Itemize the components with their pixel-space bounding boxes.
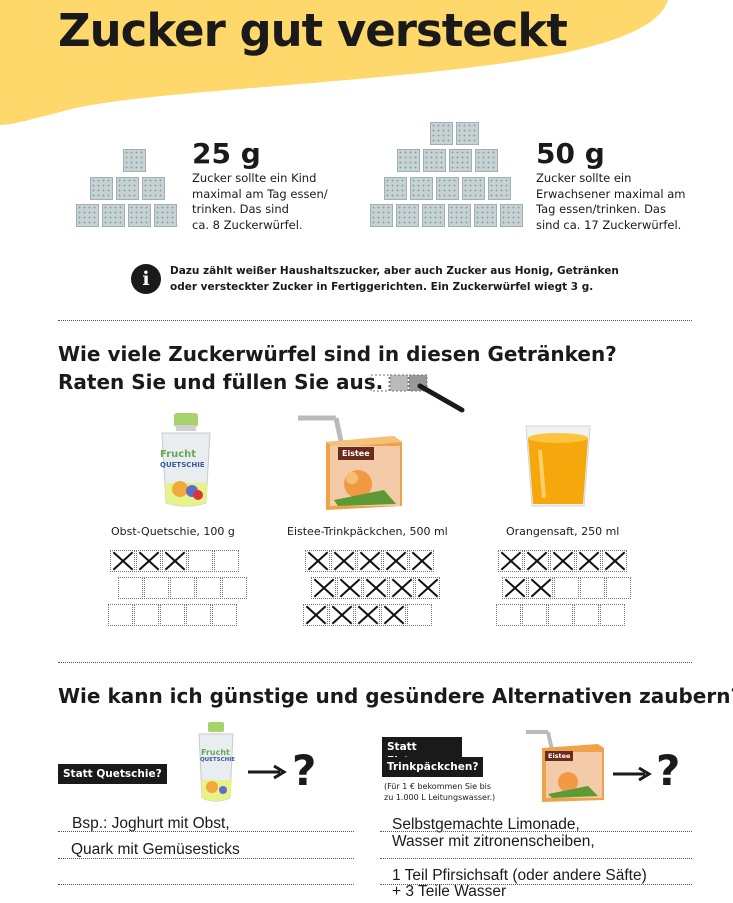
sugar-cube-box-crossed[interactable] bbox=[329, 604, 354, 626]
product-caption-pouch: Obst-Quetschie, 100 g bbox=[111, 525, 235, 538]
sugar-cube-box-crossed[interactable] bbox=[357, 550, 382, 572]
sugar-cube-box-crossed[interactable] bbox=[389, 577, 414, 599]
answer-right-line1[interactable]: Selbstgemachte Limonade, bbox=[392, 816, 580, 833]
small-pouch-sublabel: QUETSCHIE bbox=[200, 757, 236, 763]
answer-line bbox=[58, 858, 354, 859]
sugar-cube-box-crossed[interactable] bbox=[602, 550, 627, 572]
arrow-right-icon bbox=[248, 764, 287, 780]
product-caption-juice: Orangensaft, 250 ml bbox=[506, 525, 620, 538]
sugar-cube-box-crossed[interactable] bbox=[305, 550, 330, 572]
sugar-cube-box[interactable] bbox=[212, 604, 237, 626]
tag-trinkpaeckchen: Trinkpäckchen? bbox=[382, 757, 484, 777]
answer-left-line2[interactable]: Quark mit Gemüsesticks bbox=[71, 841, 240, 858]
sugar-cube-box[interactable] bbox=[580, 577, 605, 599]
arrow-right-icon bbox=[613, 766, 652, 782]
question-mark-right: ? bbox=[656, 746, 681, 795]
sugar-cube-box-crossed[interactable] bbox=[415, 577, 440, 599]
sugar-cube-box[interactable] bbox=[606, 577, 631, 599]
sugar-cube-box-crossed[interactable] bbox=[355, 604, 380, 626]
answer-line bbox=[58, 884, 354, 885]
sugar-cube-box-crossed[interactable] bbox=[303, 604, 328, 626]
sugar-cube-box[interactable] bbox=[196, 577, 221, 599]
sugar-cube-box[interactable] bbox=[144, 577, 169, 599]
adult-sugar-amount: 50 g bbox=[536, 137, 605, 170]
sugar-cube-box[interactable] bbox=[600, 604, 625, 626]
fruit-pouch-image bbox=[161, 413, 211, 507]
question-mark-left: ? bbox=[292, 746, 317, 795]
example-boxes-pencil-icon bbox=[370, 374, 465, 413]
sugar-cube-box[interactable] bbox=[108, 604, 133, 626]
answer-right-line4[interactable]: + 3 Teile Wasser bbox=[392, 883, 507, 900]
sugar-cube-box-crossed[interactable] bbox=[136, 550, 161, 572]
answer-right-line2[interactable]: Wasser mit zitronenscheiben, bbox=[392, 833, 595, 850]
divider bbox=[58, 320, 692, 321]
answer-line bbox=[380, 884, 692, 885]
sugar-cube-box-crossed[interactable] bbox=[524, 550, 549, 572]
divider bbox=[58, 662, 692, 663]
sugar-cube-box[interactable] bbox=[188, 550, 213, 572]
sugar-cube-box[interactable] bbox=[496, 604, 521, 626]
child-sugar-amount: 25 g bbox=[192, 137, 261, 170]
small-carton-label: Eistee bbox=[545, 751, 574, 761]
sugar-cube-box-crossed[interactable] bbox=[576, 550, 601, 572]
sugar-cube-box-crossed[interactable] bbox=[162, 550, 187, 572]
sugar-cube-box-crossed[interactable] bbox=[550, 550, 575, 572]
page-title: Zucker gut versteckt bbox=[58, 4, 568, 57]
sugar-cube-box[interactable] bbox=[170, 577, 195, 599]
answer-left-line1[interactable]: Bsp.: Joghurt mit Obst, bbox=[72, 815, 230, 832]
info-text: Dazu zählt weißer Haushaltszucker, aber … bbox=[170, 265, 619, 293]
tag-statt-quetschie: Statt Quetschie? bbox=[58, 764, 167, 784]
sugar-cube-box-crossed[interactable] bbox=[337, 577, 362, 599]
pouch-label: Frucht bbox=[160, 449, 197, 460]
sugar-cube-box[interactable] bbox=[407, 604, 432, 626]
sugar-cube-box[interactable] bbox=[134, 604, 159, 626]
sugar-cube-box-crossed[interactable] bbox=[381, 604, 406, 626]
sugar-cube-box-crossed[interactable] bbox=[110, 550, 135, 572]
answer-line bbox=[380, 831, 692, 832]
carton-label: Eistee bbox=[338, 447, 374, 460]
sugar-cube-box[interactable] bbox=[548, 604, 573, 626]
pouch-sublabel: QUETSCHIE bbox=[160, 461, 205, 469]
sugar-cube-box-crossed[interactable] bbox=[498, 550, 523, 572]
alternatives-heading: Wie kann ich günstige und gesündere Alte… bbox=[58, 684, 733, 708]
tap-water-note: (Für 1 € bekommen Sie bis zu 1.000 L Lei… bbox=[384, 782, 496, 802]
icetea-carton-small-image bbox=[526, 730, 604, 802]
sugar-cube-box[interactable] bbox=[522, 604, 547, 626]
sugar-cube-box[interactable] bbox=[118, 577, 143, 599]
answer-right-line3[interactable]: 1 Teil Pfirsichsaft (oder andere Säfte) bbox=[392, 867, 647, 884]
product-caption-icetea: Eistee-Trinkpäckchen, 500 ml bbox=[287, 525, 448, 538]
sugar-cube-box[interactable] bbox=[214, 550, 239, 572]
quiz-heading: Wie viele Zuckerwürfel sind in diesen Ge… bbox=[58, 342, 617, 394]
fruit-pouch-small-image bbox=[198, 722, 234, 802]
sugar-cube-box-crossed[interactable] bbox=[383, 550, 408, 572]
sugar-cube-box[interactable] bbox=[186, 604, 211, 626]
sugar-cube-box-crossed[interactable] bbox=[311, 577, 336, 599]
sugar-cube-box-crossed[interactable] bbox=[331, 550, 356, 572]
answer-line bbox=[380, 858, 692, 859]
sugar-cube-box-crossed[interactable] bbox=[528, 577, 553, 599]
orange-juice-glass-image bbox=[525, 425, 591, 507]
sugar-cube-box[interactable] bbox=[574, 604, 599, 626]
small-pouch-label: Frucht bbox=[201, 748, 230, 757]
icetea-carton-image bbox=[298, 415, 402, 510]
header-blob bbox=[0, 0, 668, 125]
sugar-cube-box-crossed[interactable] bbox=[502, 577, 527, 599]
sugar-cube-box-crossed[interactable] bbox=[363, 577, 388, 599]
answer-line bbox=[58, 831, 354, 832]
sugar-cube-box-crossed[interactable] bbox=[409, 550, 434, 572]
sugar-cube-box[interactable] bbox=[554, 577, 579, 599]
sugar-cube-box[interactable] bbox=[160, 604, 185, 626]
sugar-cube-box[interactable] bbox=[222, 577, 247, 599]
child-sugar-text: Zucker sollte ein Kind maximal am Tag es… bbox=[192, 171, 328, 232]
adult-sugar-text: Zucker sollte ein Erwachsener maximal am… bbox=[536, 171, 686, 232]
info-icon: i bbox=[131, 264, 161, 294]
